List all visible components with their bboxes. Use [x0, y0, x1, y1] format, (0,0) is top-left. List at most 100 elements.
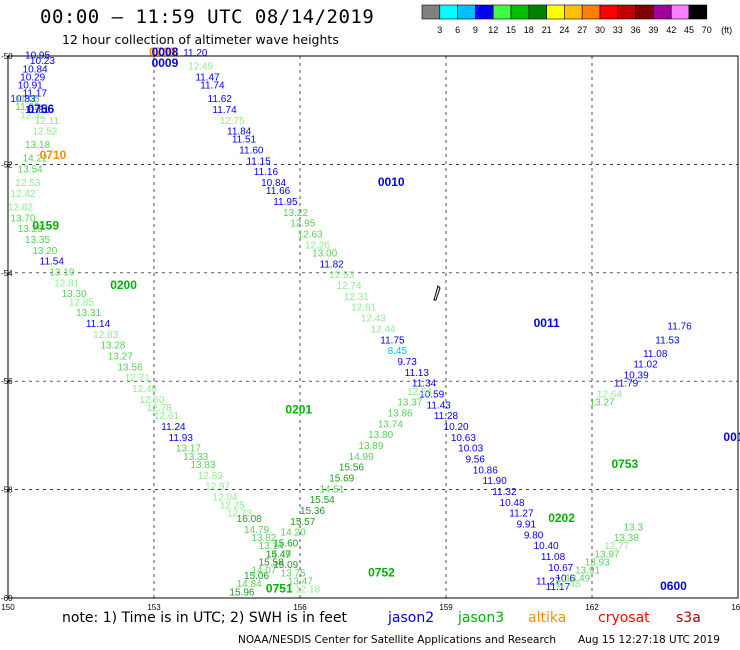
swh-value: 12.89 [198, 471, 223, 482]
swh-value: 11.76 [667, 322, 692, 333]
pass-time-label: 001 [723, 430, 740, 444]
swh-value: 12.73 [227, 509, 252, 520]
swh-value: 13.28 [18, 224, 43, 235]
swh-value: 11.14 [86, 319, 111, 330]
swh-value: 10.91 [18, 81, 43, 92]
swh-value: 11.27 [509, 509, 534, 520]
plot-frame [7, 55, 739, 599]
swh-value: 10.67 [548, 563, 573, 574]
swh-value: 11.93 [169, 433, 194, 444]
swh-value: 13.49 [565, 574, 590, 585]
swh-value: 13.37 [397, 398, 422, 409]
swh-value: 14.84 [237, 579, 262, 590]
x-tick-label: 150 [1, 603, 15, 612]
swh-value: 15.58 [259, 557, 284, 568]
footer-note-row: note: 1) Time is in UTC; 2) SWH is in fe… [0, 610, 740, 632]
swh-value: 12.75 [220, 116, 245, 127]
swh-value: 16.08 [237, 514, 262, 525]
colorbar-label: 3 [437, 25, 442, 35]
y-tick-label: -56 [1, 377, 13, 386]
colorbar-swatch [635, 4, 654, 20]
pass-time-label: 0600 [660, 579, 687, 593]
swh-value: 13.22 [283, 208, 308, 219]
pass-time-label: 0201 [285, 403, 312, 417]
swh-value: 15.69 [329, 473, 354, 484]
y-tick-label: -60 [1, 594, 13, 603]
footer-credit-row: NOAA/NESDIS Center for Satellite Applica… [0, 634, 740, 650]
pass-time-label: 0752 [368, 565, 395, 579]
swh-value: 11.95 [273, 197, 298, 208]
swh-value: 11.90 [483, 476, 508, 487]
swh-value: 13.54 [18, 165, 43, 176]
x-tick-label: 159 [439, 603, 453, 612]
colorbar-swatch [510, 4, 530, 20]
swh-value: 15.09 [273, 560, 298, 571]
swh-value: 12.64 [597, 389, 622, 400]
swh-value: 13.00 [312, 249, 337, 260]
swh-value: 14.07 [251, 566, 276, 577]
swh-value: 13.38 [614, 533, 639, 544]
swh-value: 11.75 [380, 335, 405, 346]
swh-value: 11.13 [405, 368, 430, 379]
swh-value: 12.26 [305, 240, 330, 251]
swh-value: 10.40 [534, 541, 559, 552]
swh-value: 13.3 [624, 522, 644, 533]
swh-value: 12.52 [32, 127, 57, 138]
swh-value: 12.04 [212, 492, 237, 503]
colorbar-label: 33 [613, 25, 623, 35]
swh-value: 10.39 [624, 370, 649, 381]
swh-value: 12.53 [15, 178, 40, 189]
swh-value: 10.84 [261, 178, 286, 189]
swh-value: 13.86 [388, 408, 413, 419]
swh-value: 15.57 [290, 517, 315, 528]
swh-value: 10.95 [25, 51, 50, 62]
colorbar-swatch [439, 4, 458, 20]
pass-time-label: 0010 [378, 175, 405, 189]
swh-value: 13.27 [108, 352, 133, 363]
pass-time-label: 0756 [27, 102, 54, 116]
swh-value: 12.44 [371, 324, 396, 335]
swh-value: 10.29 [20, 72, 45, 83]
swh-value: 11.84 [227, 127, 252, 138]
legend-s3a: s3a [676, 610, 701, 626]
swh-value: 11.27 [536, 576, 561, 587]
swh-value: 13.82 [251, 533, 276, 544]
swh-value: 12.31 [344, 292, 369, 303]
swh-value: 11.60 [239, 146, 264, 157]
swh-value: 10.83 [10, 94, 35, 105]
swh-value: 12.63 [298, 230, 323, 241]
y-tick-label: -54 [1, 269, 13, 278]
swh-value: 13.28 [100, 341, 125, 352]
swh-value: 12.25 [220, 501, 245, 512]
swh-value: 12.43 [361, 314, 386, 325]
swh-value: 10.6 [556, 574, 576, 585]
pass-time-label: 0753 [611, 457, 638, 471]
swh-value: 12.61 [351, 303, 376, 314]
colorbar-label: 6 [455, 25, 460, 35]
swh-value: 11.24 [161, 422, 186, 433]
swh-value: 15.56 [339, 463, 364, 474]
colorbar-swatch [492, 4, 512, 20]
swh-value: 12.18 [295, 585, 320, 596]
swh-value: 13.35 [25, 235, 50, 246]
colorbar-label: 42 [666, 25, 676, 35]
legend-cryosat: cryosat [598, 610, 650, 626]
pass-time-label: 0709 [149, 45, 176, 59]
swh-value: 12.74 [337, 281, 362, 292]
colorbar-swatch [599, 4, 619, 20]
swh-value: 11.34 [412, 379, 437, 390]
credit-timestamp: Aug 15 12:27:18 UTC 2019 [578, 634, 720, 646]
colorbar-swatch [617, 4, 636, 20]
swh-value: 14.22 [23, 154, 48, 165]
swh-value: 12.54 [407, 387, 432, 398]
swh-value: 10.84 [23, 64, 48, 75]
colorbar-label: 36 [631, 25, 641, 35]
swh-value: 13.83 [191, 460, 216, 471]
colorbar-swatch [546, 4, 565, 20]
swh-value: 13.31 [76, 308, 101, 319]
swh-value: 12.77 [604, 541, 629, 552]
swh-value: 11.81 [25, 105, 50, 116]
swh-value: 8.45 [388, 346, 408, 357]
colorbar-label: 24 [559, 25, 569, 35]
swh-value: 10.23 [30, 56, 55, 67]
